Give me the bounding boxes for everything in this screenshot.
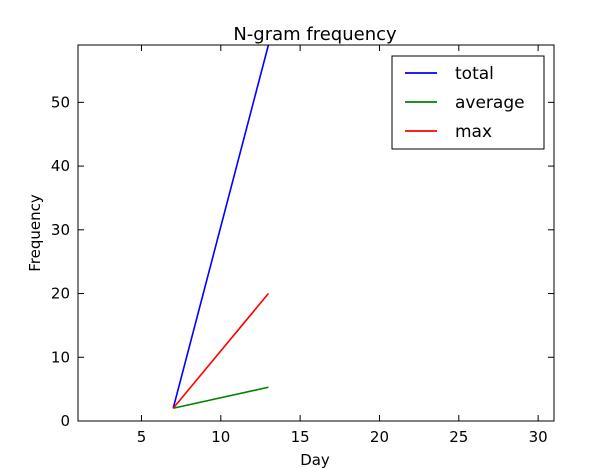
x-tick-label: 20 <box>370 428 389 446</box>
series-line-max <box>172 293 270 409</box>
plot-series <box>172 44 270 410</box>
series-line-average <box>173 386 269 410</box>
legend-label-max: max <box>455 122 492 142</box>
y-tick-label: 50 <box>51 93 70 111</box>
legend: total average max <box>391 55 545 150</box>
x-tick-label: 25 <box>449 428 468 446</box>
y-tick-label: 40 <box>51 157 70 175</box>
x-tick-label: 15 <box>291 428 310 446</box>
y-tick-label: 10 <box>51 348 70 366</box>
legend-label-average: average <box>455 93 525 113</box>
y-tick-label: 20 <box>51 285 70 303</box>
legend-label-total: total <box>455 64 494 84</box>
axis-ticks: 5 10 15 20 25 30 0 10 20 30 40 50 <box>51 45 554 446</box>
x-tick-label: 30 <box>529 428 548 446</box>
x-axis-label: Day <box>300 451 330 468</box>
y-tick-label: 30 <box>51 221 70 239</box>
chart-title: N-gram frequency <box>233 24 397 45</box>
series-line-total <box>172 44 270 409</box>
x-tick-label: 10 <box>211 428 230 446</box>
plot-frame <box>77 44 555 422</box>
y-axis-label: Frequency <box>26 194 44 272</box>
x-tick-label: 5 <box>137 428 147 446</box>
y-tick-label: 0 <box>60 412 70 430</box>
